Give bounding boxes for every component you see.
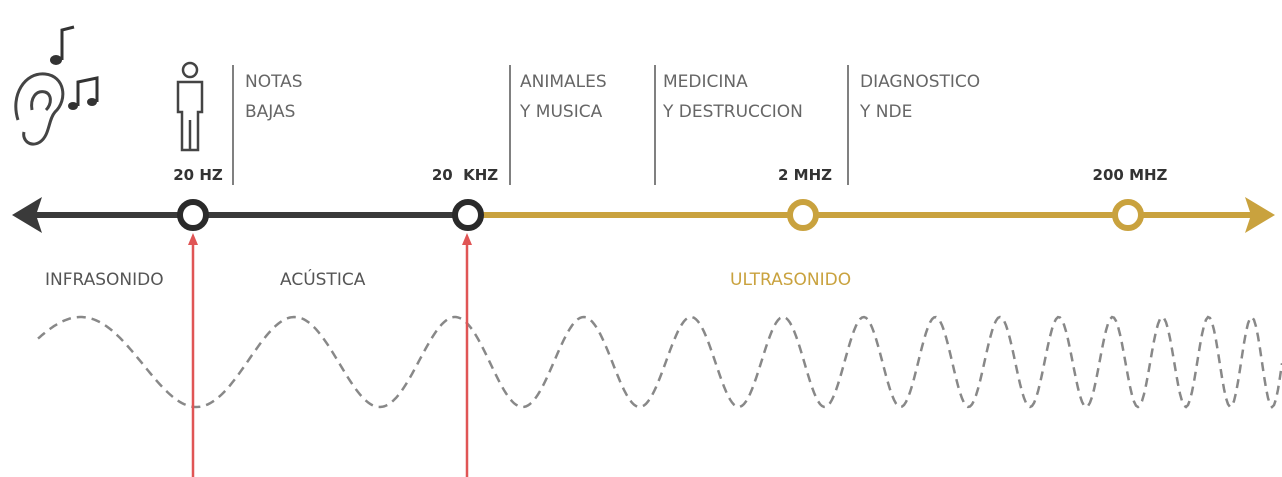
application-label: DIAGNOSTICO (860, 72, 980, 92)
music-note-icon (50, 25, 99, 110)
frequency-label: 20 HZ (173, 166, 223, 184)
frequency-label: 200 MHZ (1093, 166, 1168, 184)
application-label: ANIMALES (520, 72, 607, 92)
arrow-right (1245, 197, 1275, 233)
red-arrows (188, 233, 472, 477)
application-label: Y NDE (859, 102, 912, 122)
separators (232, 65, 849, 185)
person-icon (176, 61, 204, 152)
region-label: ACÚSTICA (280, 268, 366, 290)
application-label: MEDICINA (663, 72, 748, 92)
region-label: ULTRASONIDO (730, 270, 851, 290)
arrow-left (12, 197, 42, 233)
ear-icon (14, 72, 65, 146)
application-label: Y MUSICA (519, 102, 603, 122)
marker (452, 199, 484, 231)
marker (787, 199, 819, 231)
marker (1112, 199, 1144, 231)
frequency-label: 20 KHZ (432, 166, 498, 184)
frequency-label: 2 MHZ (778, 166, 832, 184)
application-label: Y DESTRUCCION (662, 102, 803, 122)
application-label: NOTAS (245, 72, 303, 92)
marker (177, 199, 209, 231)
wave (37, 315, 1282, 409)
region-label: INFRASONIDO (45, 270, 164, 290)
application-label: BAJAS (245, 102, 295, 122)
